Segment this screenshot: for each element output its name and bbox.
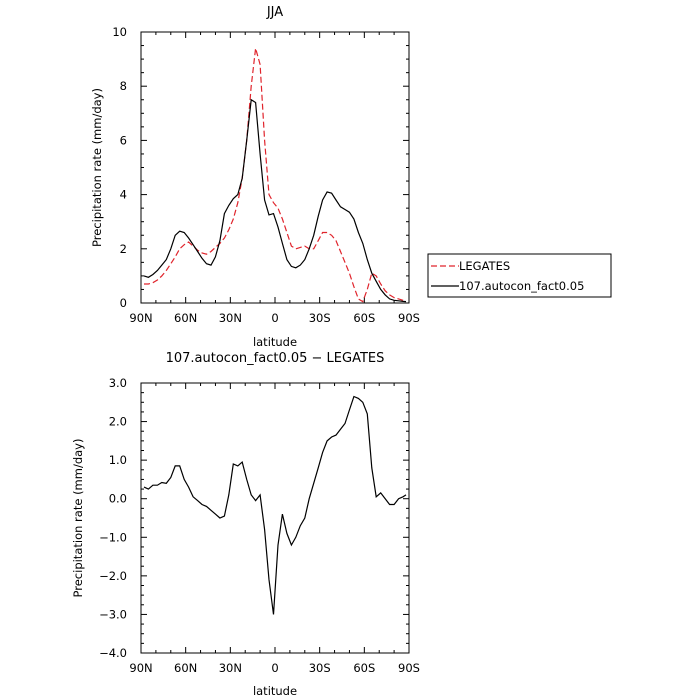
x-tick-label: 60N <box>174 661 197 675</box>
chart-panel-1: 90N 60N 30N 0 30S 60S 90S 0 2 4 6 8 10 JJA latitude Pre… <box>90 5 420 349</box>
x-tick-label: 60N <box>174 311 197 325</box>
y-tick-label: 2.0 <box>109 415 127 429</box>
y-tick-label: 0.0 <box>109 492 127 506</box>
y-tick-label: 0 <box>120 296 127 310</box>
series-line-107-autocon-fact0-05 <box>143 98 407 303</box>
chart-panel-2: 90N 60N 30N 0 30S 60S 90S −4.0 −3.0 −2.0 −1.0 0.0 1.… <box>71 351 420 698</box>
legend: LEGATES 107.autocon_fact0.05 <box>427 253 612 298</box>
x-tick-label: 30N <box>219 661 242 675</box>
y-axis-label: Precipitation rate (mm/day) <box>71 439 85 598</box>
y-tick-label: −3.0 <box>99 607 127 621</box>
x-tick-label: 90N <box>129 661 152 675</box>
y-axis-label: Precipitation rate (mm/day) <box>90 88 104 247</box>
chart-title: JJA <box>266 5 283 20</box>
x-tick-label: 90S <box>398 311 420 325</box>
x-tick-label: 30N <box>219 311 242 325</box>
series-line-legates <box>144 48 407 303</box>
legend-label-2: 107.autocon_fact0.05 <box>459 279 584 293</box>
legend-label-1: LEGATES <box>459 259 510 273</box>
x-tick-label: 60S <box>353 311 375 325</box>
y-tick-label: 4 <box>120 188 127 202</box>
x-tick-label: 30S <box>309 311 331 325</box>
x-axis-label: latitude <box>253 684 297 698</box>
chart-title: 107.autocon_fact0.05 − LEGATES <box>166 351 385 366</box>
y-tick-label: 3.0 <box>109 376 127 390</box>
x-tick-label: 0 <box>271 311 278 325</box>
series-line-difference <box>143 395 407 615</box>
y-tick-label: −1.0 <box>99 530 127 544</box>
y-tick-label: −4.0 <box>99 646 127 660</box>
x-tick-label: 90N <box>129 311 152 325</box>
y-tick-label: 8 <box>120 79 127 93</box>
y-tick-label: 1.0 <box>109 453 127 467</box>
x-tick-label: 0 <box>271 661 278 675</box>
y-tick-label: 6 <box>120 133 127 147</box>
x-tick-label: 90S <box>398 661 420 675</box>
y-tick-label: 2 <box>120 242 127 256</box>
y-tick-label: 10 <box>112 25 127 39</box>
x-tick-label: 30S <box>309 661 331 675</box>
x-tick-label: 60S <box>353 661 375 675</box>
legend-box <box>427 253 612 298</box>
y-tick-label: −2.0 <box>99 569 127 583</box>
plot-frame <box>140 382 410 654</box>
x-axis-label: latitude <box>253 335 297 349</box>
